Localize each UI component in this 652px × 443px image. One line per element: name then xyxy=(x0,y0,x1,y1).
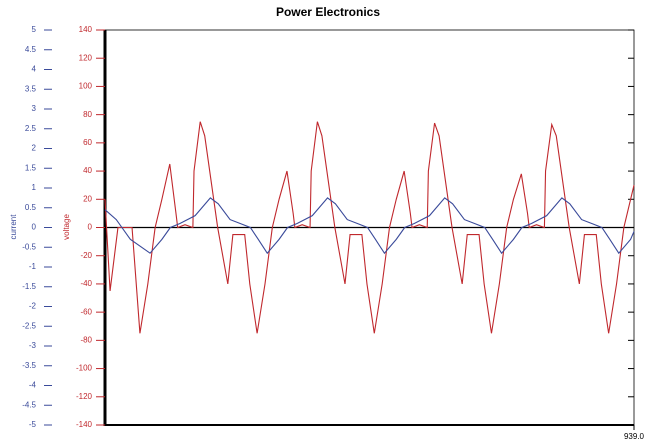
y2-tick-label: -1.5 xyxy=(22,282,36,291)
y-tick-label: -100 xyxy=(76,364,93,373)
y-tick-label: 140 xyxy=(79,25,93,34)
y2-tick-label: 0.5 xyxy=(25,203,37,212)
y2-tick-label: -0.5 xyxy=(22,242,36,251)
y-tick-label: -80 xyxy=(80,335,92,344)
y2-axis-label: current xyxy=(9,214,18,240)
y2-tick-label: 2.5 xyxy=(25,124,37,133)
y2-tick-label: 4.5 xyxy=(25,45,37,54)
y2-tick-label: -4 xyxy=(29,381,37,390)
y2-tick-label: -1 xyxy=(29,262,37,271)
y-tick-label: -40 xyxy=(80,279,92,288)
series-line xyxy=(104,121,635,334)
y2-tick-label: -3.5 xyxy=(22,361,36,370)
y-tick-label: 60 xyxy=(83,138,92,147)
y-tick-label: -20 xyxy=(80,251,92,260)
chart-title: Power Electronics xyxy=(276,5,380,19)
y2-tick-label: 4 xyxy=(32,65,37,74)
y2-tick-label: -3 xyxy=(29,341,37,350)
y2-tick-label: -4.5 xyxy=(22,400,36,409)
x-tick-label: 939.0 xyxy=(624,432,645,441)
y2-tick-label: 0 xyxy=(32,223,37,232)
series-line xyxy=(104,197,635,255)
y-tick-label: 120 xyxy=(79,53,93,62)
y2-tick-label: 2 xyxy=(32,144,37,153)
y-tick-label: 80 xyxy=(83,110,92,119)
y-tick-label: -120 xyxy=(76,392,93,401)
y-tick-label: 20 xyxy=(83,194,92,203)
y-tick-label: -60 xyxy=(80,307,92,316)
y-tick-label: 0 xyxy=(88,223,93,232)
y2-tick-label: 3.5 xyxy=(25,84,37,93)
y-tick-label: 100 xyxy=(79,82,93,91)
y2-tick-label: -5 xyxy=(29,420,37,429)
y-tick-label: 40 xyxy=(83,166,92,175)
y2-tick-label: 5 xyxy=(32,25,37,34)
y-axis-label: voltage xyxy=(62,214,71,240)
y2-tick-label: 3 xyxy=(32,104,37,113)
y-tick-label: -140 xyxy=(76,420,93,429)
y2-tick-label: 1 xyxy=(32,183,37,192)
y2-tick-label: 1.5 xyxy=(25,163,37,172)
y2-tick-label: -2 xyxy=(29,302,37,311)
y2-tick-label: -2.5 xyxy=(22,321,36,330)
